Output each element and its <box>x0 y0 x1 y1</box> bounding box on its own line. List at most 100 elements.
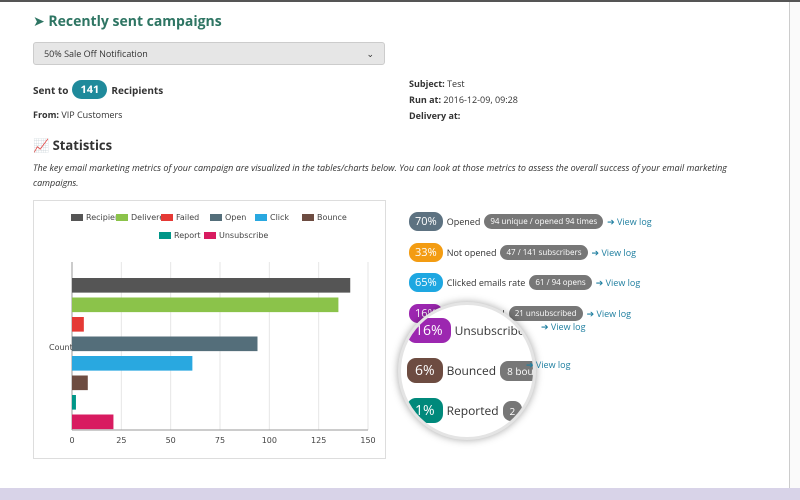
stat-label: Not opened <box>446 245 497 259</box>
legend-label: Bounce <box>317 213 347 222</box>
label: Delivery at: <box>409 109 461 122</box>
link-text: View log <box>601 245 637 259</box>
chevron: ⌄ <box>366 47 374 60</box>
view-log[interactable]: ➔ View log <box>541 320 585 333</box>
legend-swatch <box>204 232 216 239</box>
arrow: ➔ <box>595 276 606 289</box>
legend-swatch <box>159 232 171 239</box>
link-text: View log <box>605 276 641 289</box>
title: ➤ Recently sent campaigns <box>33 12 222 31</box>
percent-badge: 65% <box>409 273 443 292</box>
legend-label: Failed <box>176 213 199 222</box>
legend-swatch <box>71 214 83 221</box>
stat-label: Unsubscribe <box>454 322 525 339</box>
percent-badge: 1% <box>407 398 443 423</box>
legend-label: Open <box>225 213 246 222</box>
x-tick-label: 50 <box>166 436 176 445</box>
count-pill: 47 / 141 subscribers <box>500 244 588 260</box>
legend-label: Report <box>174 231 201 240</box>
percent-badge: 6% <box>407 358 443 383</box>
legend-swatch <box>255 214 267 221</box>
view-log[interactable]: ➔ View log <box>596 276 640 289</box>
scroll-edge <box>789 0 800 488</box>
stat-row: 16% Unsubscribe <box>407 318 525 343</box>
percent-badge: 70% <box>409 212 443 231</box>
x-tick-label: 100 <box>262 436 277 445</box>
title-text: Recently sent campaigns <box>48 12 222 31</box>
label: Recipients <box>111 82 164 97</box>
legend-label: Recipients <box>86 213 127 222</box>
x-tick-label: 75 <box>215 436 225 445</box>
view-log[interactable]: ➔ View log <box>526 358 570 371</box>
stat-row: 70% Opened 94 unique / opened 94 times ➔ Vi… <box>409 212 652 231</box>
stat-label: Opened <box>446 215 481 228</box>
stat-row: 1% Reported 2 <box>407 398 523 423</box>
stat-label: Clicked emails rate <box>446 276 526 289</box>
arrow: ➔ <box>541 320 551 333</box>
view-log[interactable]: ➔ View log <box>607 215 651 228</box>
select-text: 50% Sale Off Notification <box>44 47 148 60</box>
value: VIP Customers <box>61 108 123 121</box>
details: Subject: Test Run at: 2016-12-09, 09:28 … <box>409 76 518 124</box>
view-log[interactable]: ➔ View log <box>587 307 631 320</box>
legend-swatch <box>210 214 222 221</box>
y-axis-label: Count <box>49 343 73 352</box>
x-tick-label: 0 <box>69 436 74 445</box>
arrow: ➔ <box>591 245 602 259</box>
link-text: View log <box>617 215 652 228</box>
chart: 0 25 50 75 100 125 150 Count Recipients Delivered… <box>33 200 386 459</box>
legend-label: Unsubscribe <box>219 231 268 240</box>
arrow: ➔ <box>586 306 597 320</box>
link-text: View log <box>550 320 586 333</box>
arrow: ➔ <box>526 358 536 371</box>
campaign-select[interactable]: 50% Sale Off Notification ⌄ <box>33 42 385 65</box>
sent-to: Sent to 141 Recipients <box>33 80 163 99</box>
arrow: ➔ <box>607 215 618 228</box>
recipients-badge: 141 <box>72 80 108 99</box>
label: Subject: <box>409 77 445 90</box>
legend-label: Click <box>270 213 289 222</box>
count-pill: 2 <box>502 400 523 421</box>
label: Run at: <box>409 93 442 106</box>
bottom-bar <box>0 488 800 500</box>
x-tick-label: 125 <box>311 436 326 445</box>
stats-title: 📈 Statistics <box>33 136 113 154</box>
subject: Subject: Test <box>409 76 518 92</box>
link-text: View log <box>596 306 632 320</box>
description: The key email marketing metrics of your … <box>33 161 727 189</box>
delivery: Delivery at: <box>409 108 518 124</box>
stat-row: 65% Clicked emails rate 61 / 94 opens ➔ Vie… <box>409 273 640 292</box>
label: Sent to <box>33 82 69 97</box>
x-tick-label: 25 <box>116 436 126 445</box>
legend-swatch <box>302 214 314 221</box>
bar <box>72 297 339 313</box>
bar <box>72 395 76 410</box>
bar <box>72 336 258 352</box>
stat-label: Reported <box>446 402 499 419</box>
link-text: View log <box>535 358 571 371</box>
stat-label: Bounced <box>446 362 497 379</box>
top-border <box>0 0 800 2</box>
count-pill: 21 unsubscribed <box>508 305 583 321</box>
bar <box>72 414 114 430</box>
magnifier: 16% Unsubscribe 6% Bounced 8 bou 1% Reported 2 <box>398 302 536 440</box>
from: From: VIP Customers <box>33 108 122 121</box>
bar <box>72 356 193 371</box>
bar <box>72 278 351 293</box>
label: From: <box>33 108 60 121</box>
percent-badge: 16% <box>407 318 451 343</box>
x-tick-label: 150 <box>360 436 375 445</box>
value: Test <box>447 77 465 90</box>
count-pill: 94 unique / opened 94 times <box>484 214 604 229</box>
legend-swatch <box>161 214 173 221</box>
run-at: Run at: 2016-12-09, 09:28 <box>409 92 518 108</box>
legend-swatch <box>116 214 128 221</box>
stats-title-text: Statistics <box>52 136 113 154</box>
legend-label: Delivered <box>131 213 169 222</box>
stat-row: 6% Bounced 8 bou <box>407 358 533 383</box>
view-log[interactable]: ➔ View log <box>592 246 636 259</box>
stat-row: 33% Not opened 47 / 141 subscribers ➔ View … <box>409 242 636 262</box>
count-pill: 61 / 94 opens <box>529 275 592 290</box>
count-pill: 8 bou <box>500 360 533 381</box>
